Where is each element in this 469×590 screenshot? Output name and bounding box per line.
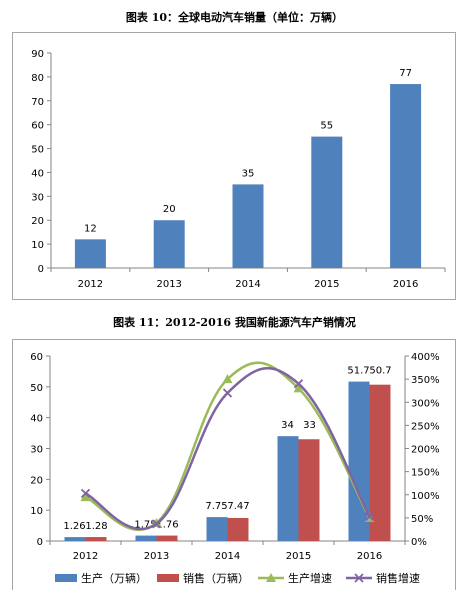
y2-tick-label: 350% <box>411 375 440 386</box>
marker-sales-growth-2013 <box>151 519 162 529</box>
y-tick-label: 50 <box>31 145 44 156</box>
marker-production-growth-2014 <box>222 374 233 384</box>
y-tick-label: 30 <box>31 192 44 203</box>
legend-production: 生产（万辆） <box>55 571 147 585</box>
y-tick-label: 40 <box>30 414 43 425</box>
data-label-2013: 20 <box>163 204 176 215</box>
y2-tick-label: 0% <box>411 537 427 548</box>
data-label-2015: 55 <box>320 121 333 132</box>
x-tick-label-2014: 2014 <box>235 279 260 290</box>
y-tick-label: 80 <box>31 73 44 84</box>
marker-sales-growth-2016 <box>364 511 375 522</box>
bar-production-2015 <box>277 436 299 541</box>
bar-2013 <box>153 220 185 268</box>
y-tick-label: 20 <box>31 216 44 227</box>
bar-2016 <box>390 84 422 268</box>
marker-sales-growth-2015 <box>293 379 304 389</box>
bar-sales-2013 <box>156 535 178 541</box>
y-tick-label: 0 <box>37 537 43 548</box>
data-label-production-2016: 51.7 <box>347 366 369 377</box>
marker-production-growth-2012 <box>80 492 91 502</box>
chart1-panel: 0 10 20 30 40 50 60 70 80 90 12 2012 20 2013 35 2014 55 2… <box>12 32 456 300</box>
data-label-2016: 77 <box>399 68 412 79</box>
data-label-production-2014: 7.75 <box>205 501 227 512</box>
marker-production-growth-2015 <box>293 383 304 393</box>
bar-production-2016 <box>348 381 370 541</box>
data-label-sales-2015: 33 <box>303 420 316 431</box>
legend-marker <box>354 573 364 583</box>
legend-swatch <box>55 574 77 582</box>
y-tick-label: 40 <box>31 168 44 179</box>
y2-tick-label: 100% <box>411 491 440 502</box>
y-tick-label: 20 <box>30 475 43 486</box>
legend-label: 销售（万辆） <box>183 571 249 585</box>
y-tick-label: 10 <box>30 506 43 517</box>
y-tick-label: 60 <box>31 121 44 132</box>
legend-production-growth: 生产增速 <box>258 571 332 585</box>
global-ev-sales-bar-chart: 0 10 20 30 40 50 60 70 80 90 12 2012 20 2013 35 2014 55 2… <box>31 49 446 290</box>
china-nev-production-sales-chart: 0 10 20 30 40 50 60 0% 50% 100% 150% 200% 250% 300% 35… <box>30 352 440 585</box>
x-tick-label-2016: 2016 <box>393 279 418 290</box>
x-tick-label-2013: 2013 <box>144 551 169 562</box>
y2-tick-label: 200% <box>411 445 440 456</box>
y2-tick-label: 50% <box>411 514 433 525</box>
bar-production-2013 <box>135 535 157 541</box>
x-tick-label-2012: 2012 <box>78 279 103 290</box>
chart2-caption: 图表 11：2012-2016 我国新能源汽车产销情况 <box>113 316 356 329</box>
bar-2012 <box>74 239 106 268</box>
bar-production-2014 <box>206 517 228 541</box>
legend-sales: 销售（万辆） <box>157 571 249 585</box>
y-tick-label: 30 <box>30 445 43 456</box>
data-label-sales-2014: 7.47 <box>227 501 249 512</box>
data-label-sales-2013: 1.76 <box>156 520 178 531</box>
legend-label: 销售增速 <box>376 571 420 585</box>
bar-sales-2012 <box>85 537 107 541</box>
legend-label: 生产增速 <box>288 571 332 585</box>
bar-2014 <box>232 184 264 268</box>
legend-marker <box>266 573 276 582</box>
y-tick-label: 70 <box>31 97 44 108</box>
x-tick-label-2013: 2013 <box>156 279 181 290</box>
data-label-2014: 35 <box>242 168 255 179</box>
y2-tick-label: 150% <box>411 468 440 479</box>
data-label-sales-2016: 50.7 <box>369 366 391 377</box>
data-label-production-2013: 1.75 <box>134 520 156 531</box>
marker-sales-growth-2014 <box>222 388 233 398</box>
x-tick-label-2012: 2012 <box>73 551 98 562</box>
bar-sales-2016 <box>369 384 391 541</box>
bar-sales-2015 <box>298 439 320 541</box>
y-tick-label: 0 <box>38 264 44 275</box>
bar-production-2012 <box>64 537 86 541</box>
data-label-2012: 12 <box>84 223 97 234</box>
y-tick-label: 60 <box>30 352 43 363</box>
legend-label: 生产（万辆） <box>81 571 147 585</box>
chart1-caption: 图表 10：全球电动汽车销量（单位：万辆） <box>125 11 344 24</box>
y2-tick-label: 400% <box>411 352 440 363</box>
y-tick-label: 50 <box>30 383 43 394</box>
x-tick-label-2015: 2015 <box>314 279 339 290</box>
data-label-production-2015: 34 <box>281 420 294 431</box>
x-tick-label-2014: 2014 <box>215 551 240 562</box>
x-tick-label-2015: 2015 <box>286 551 311 562</box>
bar-2015 <box>311 136 343 268</box>
data-label-production-2012: 1.26 <box>63 521 85 532</box>
data-label-sales-2012: 1.28 <box>85 521 107 532</box>
legend-swatch <box>157 574 179 582</box>
y-tick-label: 10 <box>31 240 44 251</box>
marker-sales-growth-2012 <box>80 488 91 498</box>
bar-sales-2014 <box>227 517 249 541</box>
x-tick-label-2016: 2016 <box>357 551 382 562</box>
y2-tick-label: 300% <box>411 398 440 409</box>
y2-tick-label: 250% <box>411 421 440 432</box>
y-tick-label: 90 <box>31 49 44 60</box>
chart2-panel: 0 10 20 30 40 50 60 0% 50% 100% 150% 200% 250% 300% 35… <box>12 339 456 590</box>
legend-sales-growth: 销售增速 <box>346 571 420 585</box>
